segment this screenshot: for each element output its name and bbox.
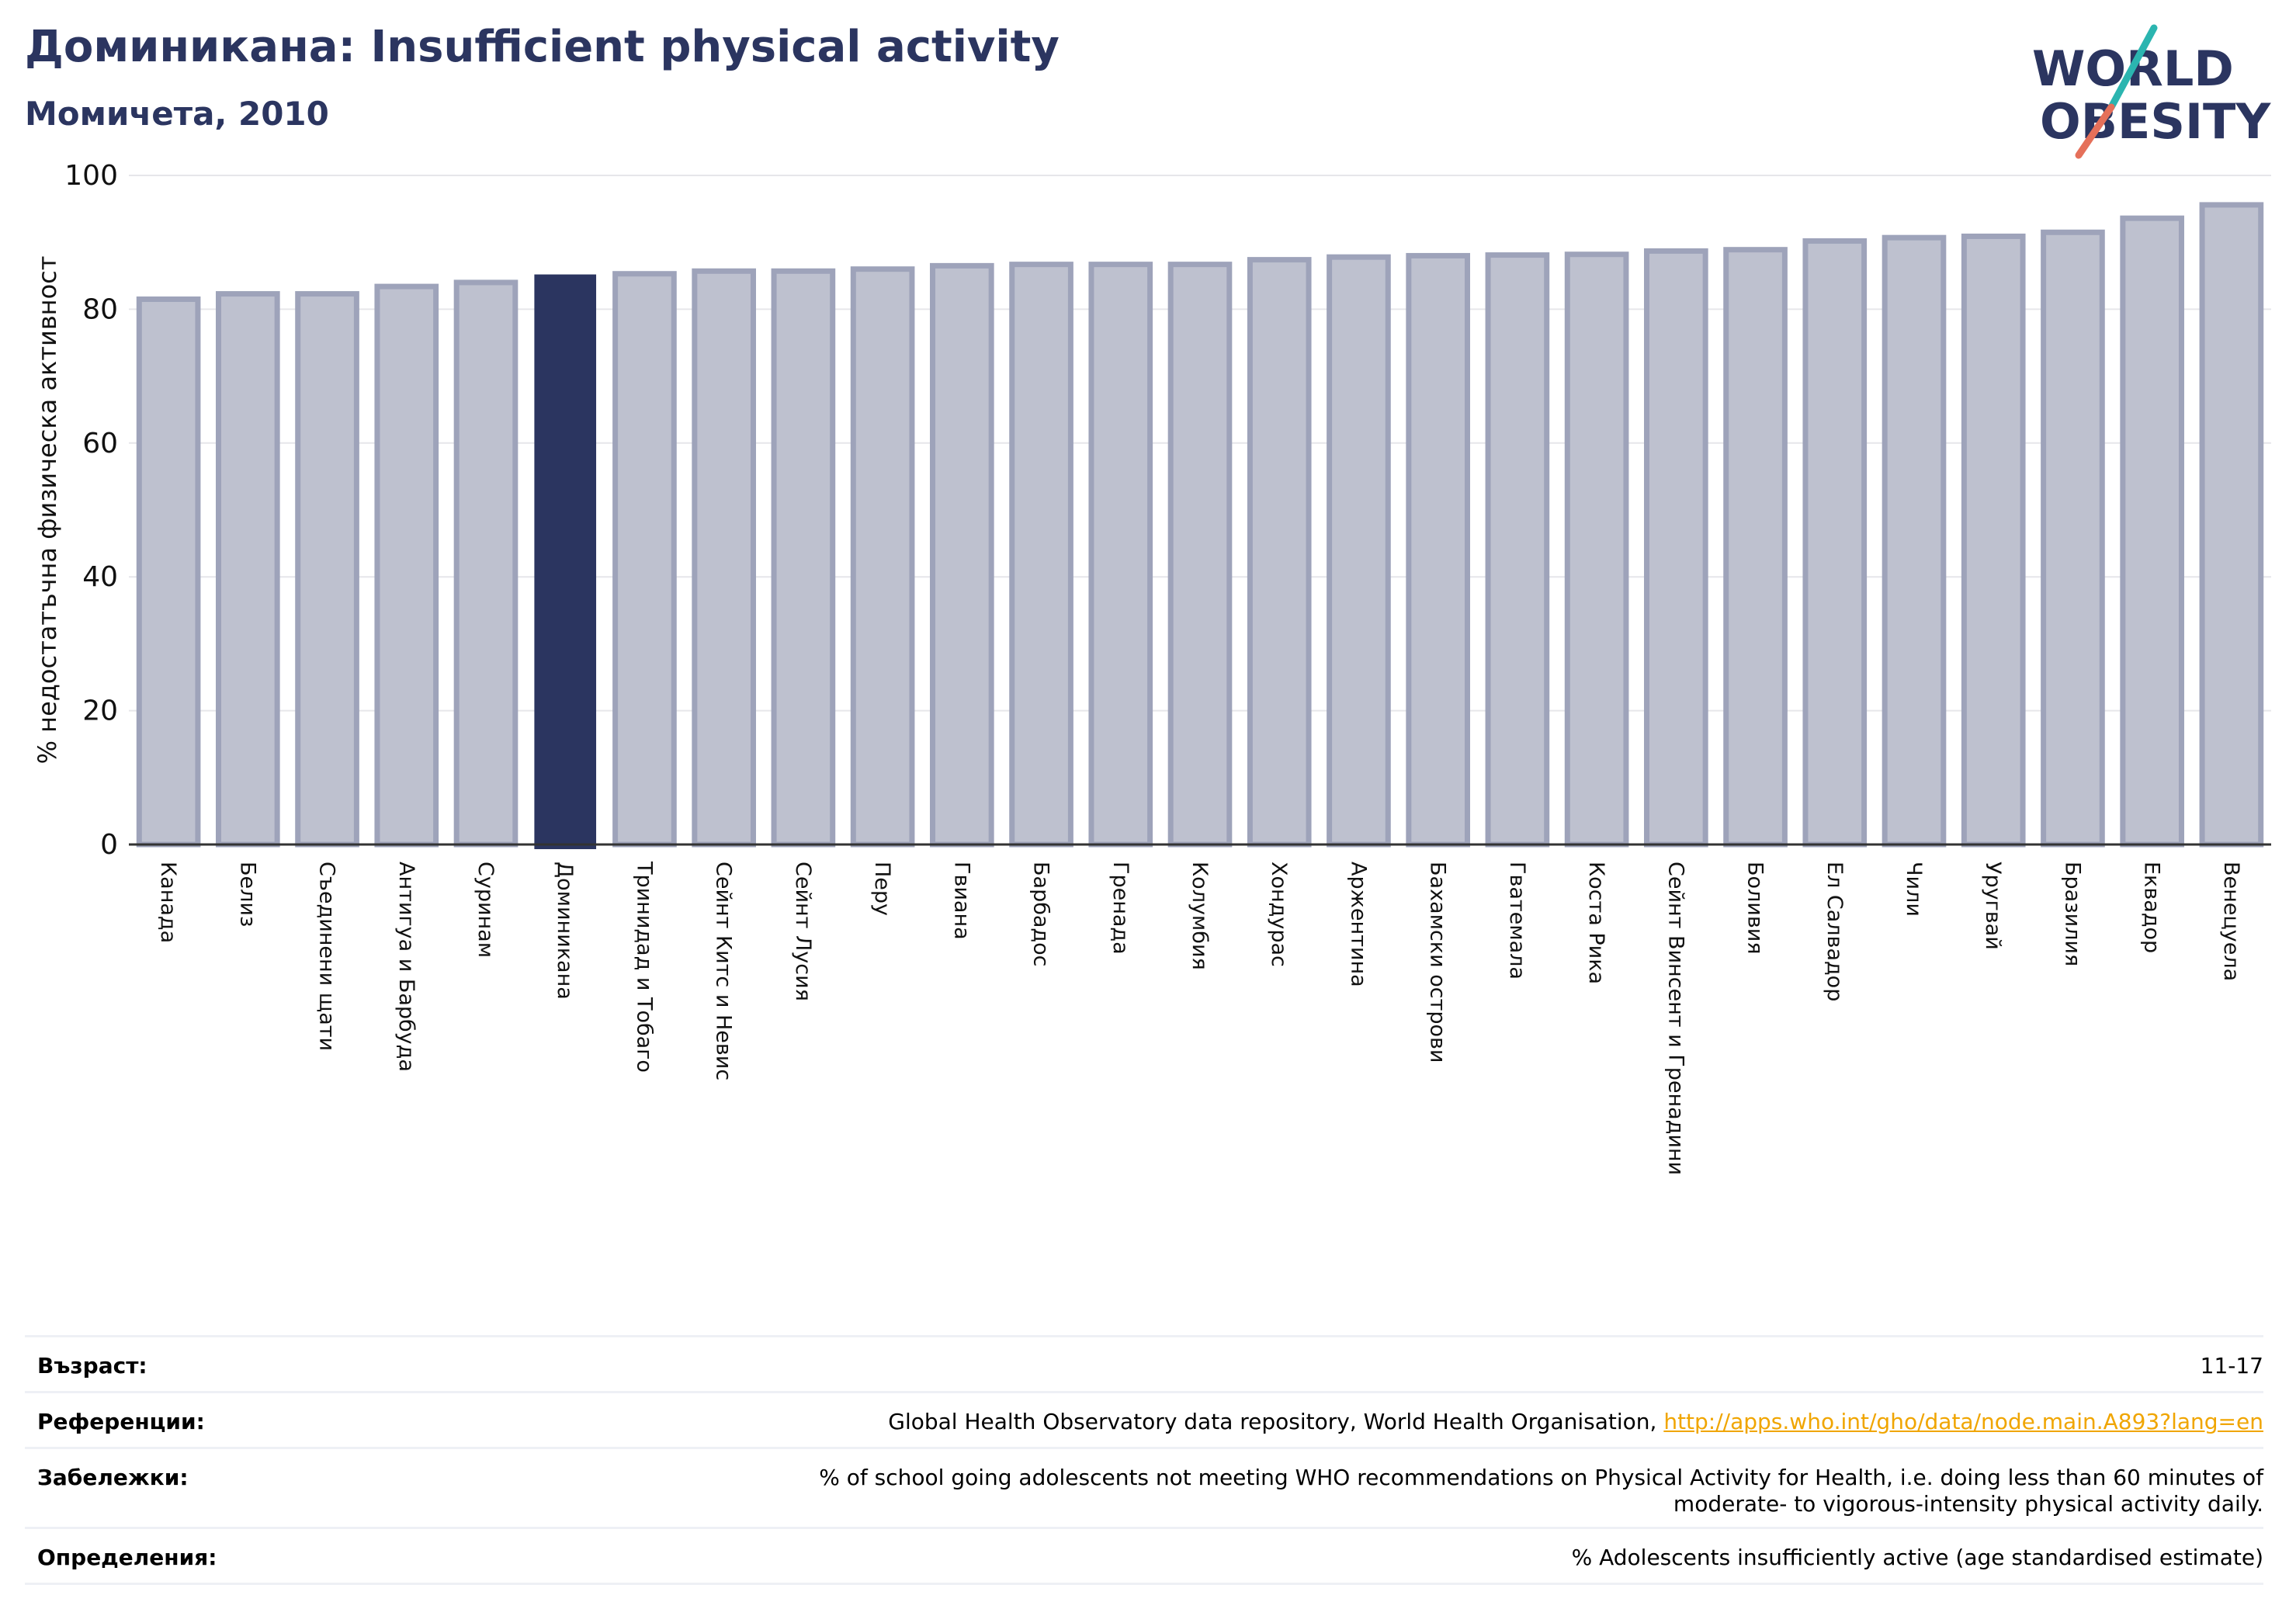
x-tick-label: Чили [1902, 862, 1926, 917]
bar [771, 268, 836, 848]
bar [2041, 229, 2105, 848]
bar [1961, 233, 2026, 848]
bar [295, 291, 359, 848]
x-tick-label: Уругвай [1981, 862, 2005, 950]
y-tick-label: 80 [82, 293, 118, 325]
x-tick-label: Колумбия [1188, 862, 1212, 970]
y-tick-label: 60 [82, 428, 118, 460]
meta-label-references: Референции: [37, 1409, 205, 1434]
y-tick-label: 0 [100, 829, 118, 861]
page-subtitle: Момичета, 2010 [25, 95, 329, 133]
bar [374, 283, 439, 848]
bar [1167, 262, 1233, 848]
x-tick-label: Сейнт Китс и Невис [712, 862, 736, 1080]
x-tick-label: Ел Салвадор [1823, 862, 1847, 1001]
notes-line-1: % of school going adolescents not meetin… [819, 1465, 2263, 1490]
meta-value-notes: % of school going adolescents not meetin… [819, 1465, 2263, 1517]
bar [453, 279, 519, 848]
x-tick-label: Венецуела [2219, 862, 2243, 981]
y-tick-label: 40 [82, 561, 118, 593]
notes-line-2: moderate- to vigorous-intensity physical… [1673, 1491, 2263, 1517]
meta-value-references: Global Health Observatory data repositor… [888, 1409, 2263, 1435]
meta-row-age: Възраст: 11-17 [25, 1335, 2263, 1391]
x-tick-label: Гвиана [949, 862, 973, 940]
bar [850, 266, 915, 848]
bar [1644, 248, 1708, 848]
x-tick-label: Перу [870, 862, 894, 916]
bar [1882, 234, 1947, 848]
meta-label-definitions: Определения: [37, 1545, 217, 1570]
logo-slash-teal [2107, 24, 2158, 111]
bar [216, 291, 280, 848]
x-tick-label: Тринидад и Тобаго [632, 861, 656, 1073]
x-tick-label: Гренада [1108, 862, 1132, 955]
bar [1247, 257, 1312, 848]
world-obesity-logo: WORLD OBESITY [2032, 24, 2271, 159]
x-tick-label: Канада [156, 862, 180, 943]
page-title: Доминикана: Insufficient physical activi… [25, 22, 1060, 72]
y-tick-label: 20 [82, 695, 118, 727]
meta-row-references: Референции: Global Health Observatory da… [25, 1391, 2263, 1447]
meta-row-notes: Забележки: % of school going adolescents… [25, 1447, 2263, 1527]
x-tick-label: Съединени щати [315, 862, 339, 1051]
bar [2199, 202, 2264, 848]
meta-label-age: Възраст: [37, 1353, 147, 1379]
x-tick-label: Боливия [1743, 862, 1767, 955]
x-tick-label: Бахамски острови [1426, 862, 1450, 1063]
metadata-table: Възраст: 11-17 Референции: Global Health… [25, 1335, 2263, 1585]
bar [1564, 251, 1629, 848]
x-tick-label: Суринам [473, 862, 498, 958]
y-axis-label: % недостатъчна физическа активност [33, 256, 62, 765]
x-tick-label: Барбадос [1029, 862, 1053, 966]
x-tick-label: Доминикана [553, 862, 577, 1000]
x-tick-label: Аржентина [1346, 862, 1370, 987]
bar [1088, 262, 1153, 848]
bar [612, 271, 677, 848]
x-tick-label: Сейнт Винсент и Гренадини [1663, 862, 1687, 1175]
meta-row-definitions: Определения: % Adolescents insufficientl… [25, 1527, 2263, 1585]
x-tick-label: Гватемала [1505, 862, 1529, 980]
bar [692, 268, 756, 848]
bar [1723, 247, 1788, 848]
bar-highlight [534, 274, 597, 849]
bar [2120, 215, 2184, 848]
logo-word-obesity: OBESITY [2040, 93, 2271, 150]
meta-value-age: 11-17 [2200, 1353, 2263, 1379]
bar [1485, 252, 1550, 848]
meta-value-definitions: % Adolescents insufficiently active (age… [1571, 1545, 2263, 1570]
x-tick-label: Антигуа и Барбуда [394, 862, 418, 1072]
bar [1406, 252, 1470, 848]
bar-chart: 0 20 40 60 80 100 % недостатъчна физическа акт… [33, 160, 2271, 1175]
y-tick-label: 100 [64, 160, 118, 192]
bar [1327, 254, 1391, 848]
logo-slash-coral [2075, 103, 2115, 159]
x-tick-label: Сейнт Лусия [791, 862, 815, 1001]
x-tick-label: Еквадор [2140, 862, 2164, 953]
meta-label-notes: Забележки: [37, 1465, 189, 1490]
reference-text: Global Health Observatory data repositor… [888, 1409, 1664, 1434]
x-tick-label: Хондурас [1267, 862, 1291, 967]
x-tick-label: Белиз [235, 862, 259, 927]
x-tick-label: Бразилия [2060, 862, 2084, 966]
reference-link[interactable]: http://apps.who.int/gho/data/node.main.A… [1663, 1409, 2263, 1434]
bar [1802, 238, 1868, 848]
bar [930, 262, 994, 848]
x-tick-label: Коста Рика [1584, 862, 1608, 984]
bar [1009, 262, 1073, 848]
bar [136, 296, 201, 848]
